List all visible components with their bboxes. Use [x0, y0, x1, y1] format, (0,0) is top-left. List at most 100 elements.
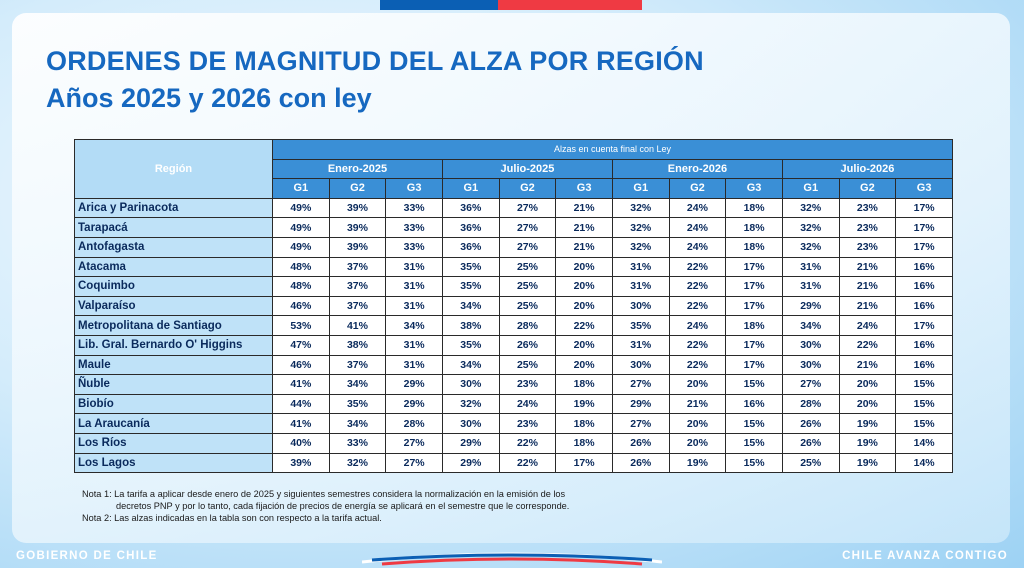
increase-value-cell: 17% — [895, 197, 954, 219]
increase-value-cell: 18% — [555, 432, 613, 454]
table-row: Tarapacá 49% 39% 33% 36% 27% 21% 32% 24% 18% 32% 23… — [74, 217, 954, 238]
increase-value-cell: 15% — [725, 432, 783, 454]
region-name-cell: Atacama — [74, 256, 273, 278]
region-name-cell: Los Lagos — [74, 452, 273, 474]
increase-value-cell: 31% — [611, 276, 670, 297]
increase-value-cell: 37% — [328, 354, 387, 376]
increase-value-cell: 36% — [441, 236, 500, 258]
increase-value-cell: 14% — [895, 432, 954, 454]
increase-value-cell: 20% — [555, 295, 613, 317]
increase-table: Región Alzas en cuenta final con Ley Ene… — [74, 139, 954, 474]
region-name-cell: Arica y Parinacota — [74, 197, 273, 219]
increase-value-cell: 47% — [272, 334, 330, 356]
increase-value-cell: 22% — [668, 354, 727, 376]
increase-value-cell: 39% — [272, 452, 330, 474]
increase-value-cell: 48% — [272, 256, 330, 278]
increase-value-cell: 19% — [838, 452, 897, 474]
increase-value-cell: 15% — [895, 413, 954, 434]
period-header: Julio-2026 — [781, 158, 954, 180]
increase-value-cell: 19% — [555, 393, 613, 415]
increase-value-cell: 23% — [498, 374, 557, 395]
top-flag-bar-blue — [380, 0, 498, 10]
increase-value-cell: 22% — [668, 295, 727, 317]
increase-value-cell: 21% — [838, 354, 897, 376]
group-header: G1 — [781, 178, 840, 199]
increase-value-cell: 53% — [272, 315, 330, 336]
group-header: G1 — [272, 178, 330, 199]
increase-value-cell: 30% — [441, 374, 500, 395]
footer-government-label: GOBIERNO DE CHILE — [16, 550, 158, 562]
increase-value-cell: 34% — [328, 413, 387, 434]
region-name-cell: Coquimbo — [74, 276, 273, 297]
increase-value-cell: 22% — [668, 256, 727, 278]
increase-value-cell: 18% — [555, 374, 613, 395]
increase-value-cell: 29% — [385, 374, 443, 395]
page-subtitle: Años 2025 y 2026 con ley — [46, 83, 372, 113]
region-name-cell: Los Ríos — [74, 432, 273, 454]
increase-value-cell: 32% — [441, 393, 500, 415]
table-row: Antofagasta 49% 39% 33% 36% 27% 21% 32% 24% 18% 32… — [74, 236, 954, 258]
increase-value-cell: 17% — [725, 334, 783, 356]
increase-value-cell: 46% — [272, 295, 330, 317]
increase-value-cell: 16% — [725, 393, 783, 415]
increase-value-cell: 41% — [328, 315, 387, 336]
increase-value-cell: 23% — [838, 217, 897, 238]
period-header: Enero-2026 — [611, 158, 783, 180]
increase-value-cell: 16% — [895, 354, 954, 376]
region-name-cell: La Araucanía — [74, 413, 273, 434]
increase-value-cell: 22% — [838, 334, 897, 356]
increase-value-cell: 22% — [668, 276, 727, 297]
increase-value-cell: 34% — [441, 295, 500, 317]
group-header: G2 — [668, 178, 727, 199]
increase-value-cell: 32% — [611, 217, 670, 238]
increase-value-cell: 27% — [385, 452, 443, 474]
increase-value-cell: 27% — [498, 197, 557, 219]
increase-value-cell: 28% — [781, 393, 840, 415]
table-super-header: Alzas en cuenta final con Ley — [271, 139, 954, 160]
region-name-cell: Ñuble — [74, 374, 273, 395]
increase-value-cell: 17% — [895, 236, 954, 258]
increase-value-cell: 30% — [611, 354, 670, 376]
increase-value-cell: 27% — [611, 374, 670, 395]
table-row: Los Ríos 40% 33% 27% 29% 22% 18% 26% 20% 15% 26% 19… — [74, 432, 954, 454]
increase-value-cell: 24% — [668, 197, 727, 219]
increase-value-cell: 29% — [781, 295, 840, 317]
period-header: Julio-2025 — [441, 158, 613, 180]
group-header: G2 — [328, 178, 387, 199]
increase-value-cell: 22% — [555, 315, 613, 336]
increase-value-cell: 31% — [611, 334, 670, 356]
increase-value-cell: 32% — [328, 452, 387, 474]
increase-value-cell: 20% — [668, 374, 727, 395]
increase-value-cell: 39% — [328, 197, 387, 219]
increase-value-cell: 21% — [555, 197, 613, 219]
increase-value-cell: 18% — [725, 217, 783, 238]
increase-value-cell: 33% — [328, 432, 387, 454]
group-header: G3 — [725, 178, 783, 199]
increase-value-cell: 35% — [441, 256, 500, 278]
region-name-cell: Antofagasta — [74, 236, 273, 258]
region-column-header: Región — [74, 139, 273, 199]
increase-value-cell: 36% — [441, 217, 500, 238]
increase-value-cell: 35% — [441, 334, 500, 356]
increase-value-cell: 15% — [725, 452, 783, 474]
increase-value-cell: 26% — [611, 452, 670, 474]
note-2: Nota 2: Las alzas indicadas en la tabla … — [82, 513, 382, 523]
increase-value-cell: 24% — [498, 393, 557, 415]
increase-value-cell: 26% — [781, 432, 840, 454]
increase-value-cell: 30% — [611, 295, 670, 317]
increase-value-cell: 31% — [385, 256, 443, 278]
increase-value-cell: 16% — [895, 334, 954, 356]
increase-value-cell: 35% — [611, 315, 670, 336]
increase-value-cell: 33% — [385, 217, 443, 238]
increase-value-cell: 37% — [328, 295, 387, 317]
increase-value-cell: 27% — [781, 374, 840, 395]
increase-value-cell: 23% — [498, 413, 557, 434]
increase-value-cell: 31% — [781, 276, 840, 297]
increase-value-cell: 29% — [441, 452, 500, 474]
increase-value-cell: 30% — [441, 413, 500, 434]
increase-value-cell: 46% — [272, 354, 330, 376]
increase-value-cell: 32% — [781, 217, 840, 238]
increase-value-cell: 27% — [498, 217, 557, 238]
increase-value-cell: 41% — [272, 413, 330, 434]
increase-value-cell: 18% — [725, 315, 783, 336]
